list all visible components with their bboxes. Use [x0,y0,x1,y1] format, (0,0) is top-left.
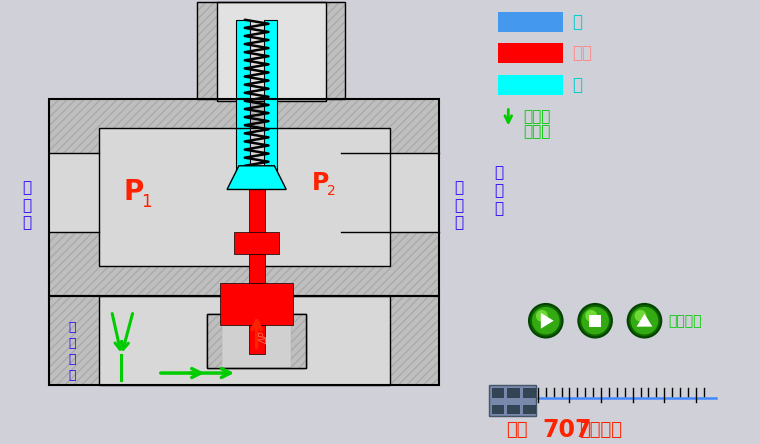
Bar [249,254,264,283]
Text: 活塞: 活塞 [572,44,593,62]
Bar [220,283,293,325]
Circle shape [631,307,658,334]
Bar [489,385,536,416]
Bar [523,404,535,413]
Text: 油: 油 [68,353,76,366]
Bar [99,296,390,385]
Bar [198,2,346,99]
Bar [207,314,306,368]
Text: 油: 油 [494,183,503,198]
Circle shape [635,310,647,322]
Polygon shape [637,314,652,327]
Bar [234,232,280,254]
Bar [217,2,326,101]
Circle shape [578,304,612,337]
Text: 707: 707 [543,418,592,442]
Bar [499,75,562,95]
Circle shape [628,304,661,337]
Text: 化工: 化工 [506,421,527,439]
Circle shape [532,307,559,334]
Text: 进: 进 [22,180,31,195]
Bar [217,2,326,101]
Text: 油: 油 [22,198,31,213]
Bar [264,20,277,173]
Circle shape [585,310,597,322]
Bar [499,44,562,63]
Text: P: P [312,170,330,194]
Bar [207,314,306,368]
Bar [198,2,346,99]
Text: 液体流: 液体流 [523,109,550,124]
Bar [340,153,439,232]
Bar [207,314,222,368]
Text: 出: 出 [494,165,503,180]
Text: 剪辑制作: 剪辑制作 [579,421,622,439]
Text: 口: 口 [494,201,503,216]
Text: 口: 口 [454,215,464,230]
Polygon shape [227,166,287,190]
Text: 油: 油 [572,13,582,31]
Circle shape [536,310,548,322]
Bar [492,388,503,396]
Bar [49,296,439,385]
Bar [492,404,503,413]
Bar [49,296,439,385]
Bar [236,20,250,173]
Text: 制: 制 [68,337,76,350]
Bar [589,315,601,327]
Bar [508,404,519,413]
Bar [49,99,439,296]
Text: 口: 口 [22,215,31,230]
Text: 阀: 阀 [572,76,582,94]
Text: 2: 2 [328,184,336,198]
Text: ΔP: ΔP [259,331,270,344]
Text: 1: 1 [141,193,151,211]
Bar [499,12,562,32]
Circle shape [581,307,609,334]
Bar [249,190,264,244]
Text: 返回上页: 返回上页 [668,314,701,328]
Bar [49,153,99,232]
Bar [49,99,439,296]
Text: 油: 油 [454,198,464,213]
Polygon shape [541,313,554,329]
Text: 动方向: 动方向 [523,124,550,139]
Bar [291,314,306,368]
Bar [508,388,519,396]
Text: P: P [123,178,144,206]
Bar [249,325,264,354]
Text: 路: 路 [68,369,76,381]
Bar [99,128,390,266]
Text: 出: 出 [454,180,464,195]
Bar [99,296,390,385]
Circle shape [529,304,562,337]
Bar [99,128,390,266]
Bar [523,388,535,396]
Text: 控: 控 [68,321,76,334]
